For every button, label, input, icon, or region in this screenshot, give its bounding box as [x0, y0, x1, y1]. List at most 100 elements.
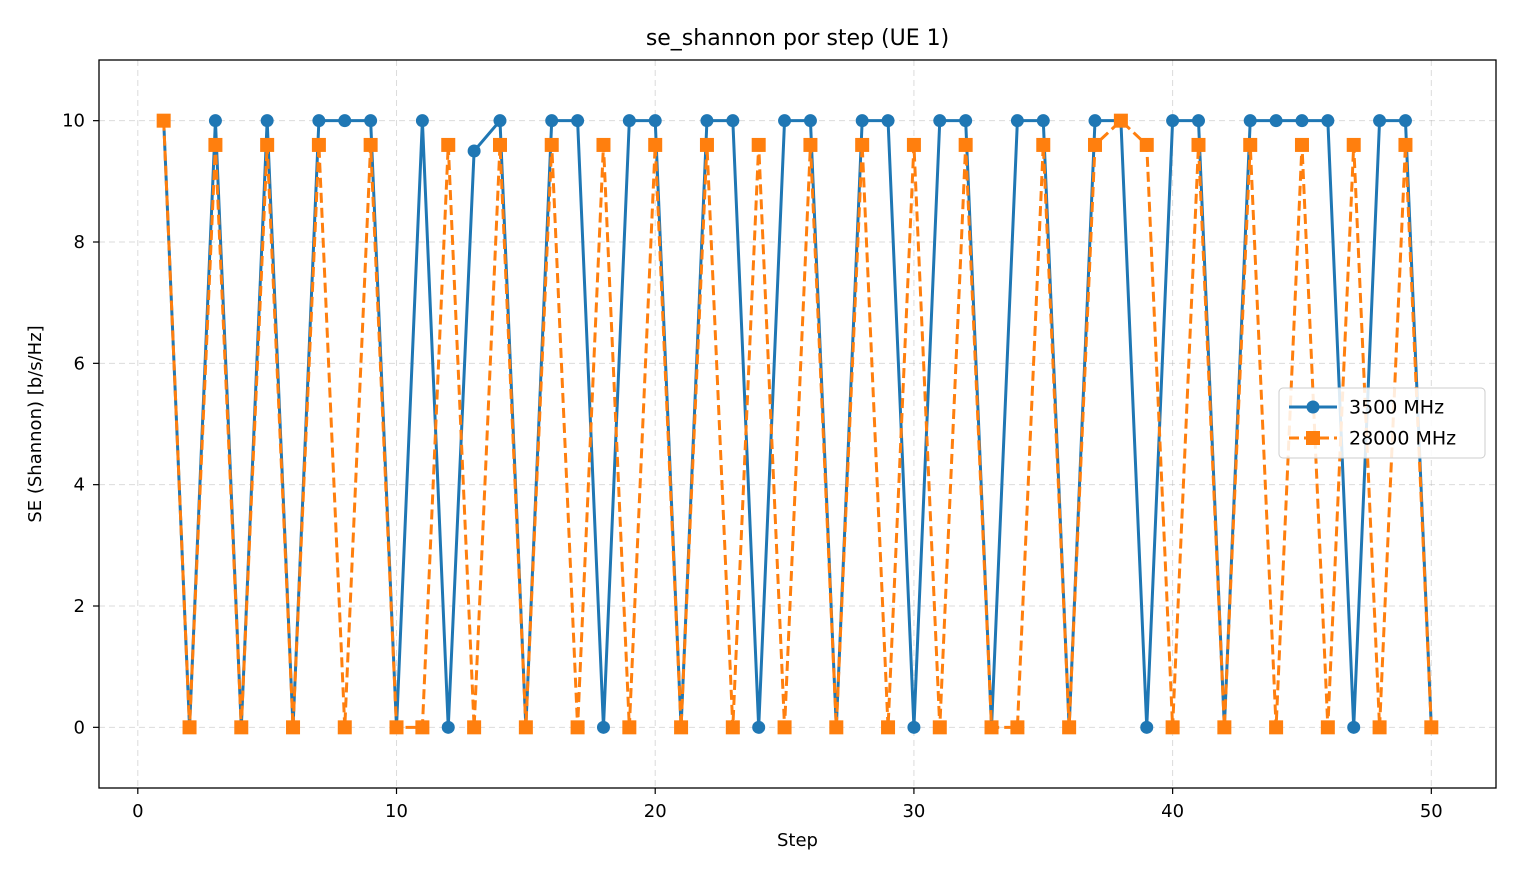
data-point: [1113, 113, 1128, 128]
data-point: [415, 720, 430, 735]
data-point: [1295, 114, 1309, 128]
data-point: [933, 114, 947, 128]
data-point: [648, 137, 663, 152]
legend-marker: [1306, 400, 1320, 414]
series-2: [156, 113, 1439, 735]
data-point: [881, 720, 896, 735]
y-tick-label: 6: [74, 353, 85, 374]
data-point: [596, 137, 611, 152]
data-point: [338, 114, 352, 128]
x-tick-label: 20: [644, 801, 667, 822]
data-point: [493, 114, 507, 128]
data-point: [1424, 720, 1439, 735]
ticks: 0 10 20 30 40 50 0 2 4 6 8 10: [62, 111, 1443, 822]
data-point: [208, 114, 222, 128]
y-tick-label: 8: [74, 232, 85, 253]
legend-item: 28000 MHz: [1289, 428, 1456, 450]
data-point: [726, 114, 740, 128]
data-point: [855, 137, 870, 152]
legend-label: 3500 MHz: [1349, 397, 1444, 419]
data-point: [1140, 720, 1154, 734]
data-point: [1373, 114, 1387, 128]
data-point: [570, 720, 585, 735]
data-point: [364, 114, 378, 128]
data-point: [803, 137, 818, 152]
data-point: [1191, 137, 1206, 152]
data-point: [311, 137, 326, 152]
legend-label: 28000 MHz: [1349, 428, 1456, 450]
data-point: [1321, 114, 1335, 128]
legend-item: 3500 MHz: [1289, 397, 1444, 419]
data-point: [984, 720, 999, 735]
data-point: [1191, 114, 1205, 128]
data-point: [700, 114, 714, 128]
plot-frame: [98, 59, 1497, 789]
data-point: [492, 137, 507, 152]
data-point: [1010, 114, 1024, 128]
data-point: [907, 720, 921, 734]
data-point: [1269, 114, 1283, 128]
data-point: [571, 114, 585, 128]
data-point: [622, 720, 637, 735]
data-point: [1088, 114, 1102, 128]
data-point: [648, 114, 662, 128]
data-point: [208, 137, 223, 152]
data-point: [260, 114, 274, 128]
data-point: [958, 137, 973, 152]
data-point: [1398, 114, 1412, 128]
series-group: [156, 113, 1439, 735]
y-tick-label: 0: [74, 717, 85, 738]
data-point: [622, 114, 636, 128]
data-point: [1036, 137, 1051, 152]
data-point: [829, 720, 844, 735]
data-point: [156, 113, 171, 128]
data-point: [1165, 720, 1180, 735]
data-point: [1347, 720, 1361, 734]
data-point: [751, 137, 766, 152]
data-point: [441, 137, 456, 152]
data-point: [1243, 114, 1257, 128]
data-point: [1294, 137, 1309, 152]
data-point: [415, 114, 429, 128]
data-point: [544, 137, 559, 152]
data-point: [467, 720, 482, 735]
data-point: [234, 720, 249, 735]
x-tick-label: 10: [385, 801, 408, 822]
data-point: [363, 137, 378, 152]
data-point: [1243, 137, 1258, 152]
data-point: [1166, 114, 1180, 128]
data-point: [337, 720, 352, 735]
legend-marker: [1306, 431, 1320, 445]
data-point: [855, 114, 869, 128]
x-tick-label: 0: [132, 801, 143, 822]
data-point: [182, 720, 197, 735]
data-point: [441, 720, 455, 734]
data-point: [545, 114, 559, 128]
data-point: [803, 114, 817, 128]
y-tick-label: 2: [74, 596, 85, 617]
data-point: [906, 137, 921, 152]
data-point: [596, 720, 610, 734]
data-point: [260, 137, 275, 152]
grid: [99, 60, 1496, 788]
data-point: [881, 114, 895, 128]
y-axis-label: SE (Shannon) [b/s/Hz]: [25, 325, 46, 522]
data-point: [1372, 720, 1387, 735]
data-point: [1062, 720, 1077, 735]
data-point: [778, 114, 792, 128]
data-point: [467, 144, 481, 158]
series-line: [162, 119, 1433, 729]
y-tick-label: 4: [74, 475, 85, 496]
data-point: [1269, 720, 1284, 735]
data-point: [1036, 114, 1050, 128]
data-point: [1088, 137, 1103, 152]
x-axis-label: Step: [777, 830, 818, 851]
data-point: [777, 720, 792, 735]
chart-title: se_shannon por step (UE 1): [646, 26, 949, 51]
x-tick-label: 30: [902, 801, 925, 822]
y-tick-label: 10: [62, 111, 85, 132]
data-point: [959, 114, 973, 128]
data-point: [932, 720, 947, 735]
data-point: [286, 720, 301, 735]
